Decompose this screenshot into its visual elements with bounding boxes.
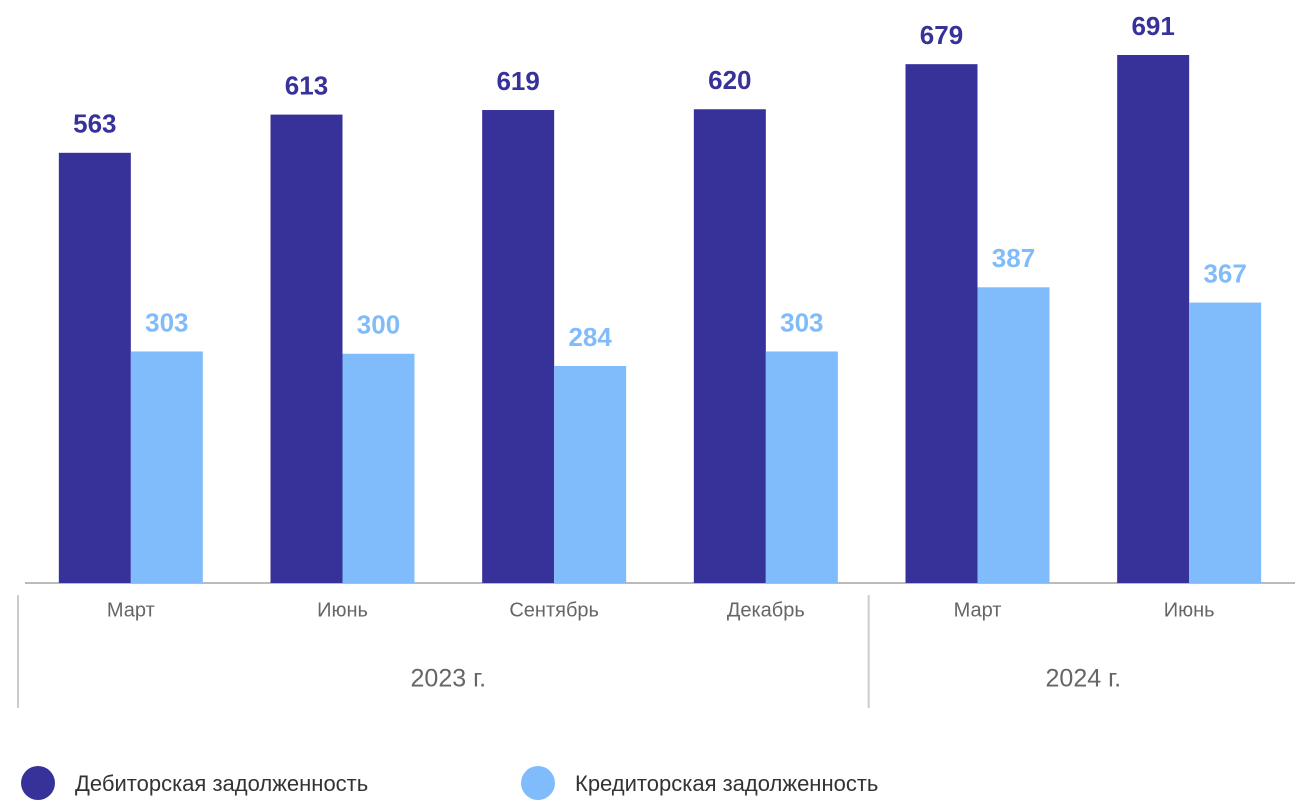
group-label: 2024 г. <box>1046 665 1122 693</box>
data-label: 679 <box>920 20 963 50</box>
x-tick-label: Март <box>954 599 1002 621</box>
bar <box>1117 55 1190 583</box>
bar <box>977 287 1050 583</box>
legend-marker <box>21 766 55 800</box>
data-label: 284 <box>568 322 612 352</box>
bar <box>130 351 203 583</box>
data-label: 619 <box>496 66 539 96</box>
bar <box>905 64 978 584</box>
bar <box>270 114 343 583</box>
x-tick-label: Сентябрь <box>509 599 599 621</box>
bar <box>765 351 838 583</box>
legend-marker <box>521 766 555 800</box>
data-label: 691 <box>1131 11 1174 41</box>
bar <box>342 353 415 583</box>
bar <box>58 152 131 583</box>
x-tick-label: Июнь <box>1164 599 1215 621</box>
data-label: 300 <box>357 310 400 340</box>
data-label: 303 <box>145 307 188 337</box>
group-label: 2023 г. <box>411 665 487 693</box>
data-label: 367 <box>1203 258 1246 288</box>
legend-label: Кредиторская задолженность <box>575 771 878 796</box>
x-tick-label: Июнь <box>317 599 368 621</box>
bar <box>1189 302 1262 583</box>
x-tick-label: Декабрь <box>727 599 805 621</box>
data-label: 387 <box>992 243 1035 273</box>
data-label: 563 <box>73 109 116 139</box>
data-label: 303 <box>780 307 823 337</box>
legend-label: Дебиторская задолженность <box>75 771 368 796</box>
bar <box>554 365 627 583</box>
data-label: 613 <box>285 70 328 100</box>
bar <box>482 110 555 583</box>
x-tick-label: Март <box>107 599 155 621</box>
bar <box>693 109 766 584</box>
data-label: 620 <box>708 65 751 95</box>
